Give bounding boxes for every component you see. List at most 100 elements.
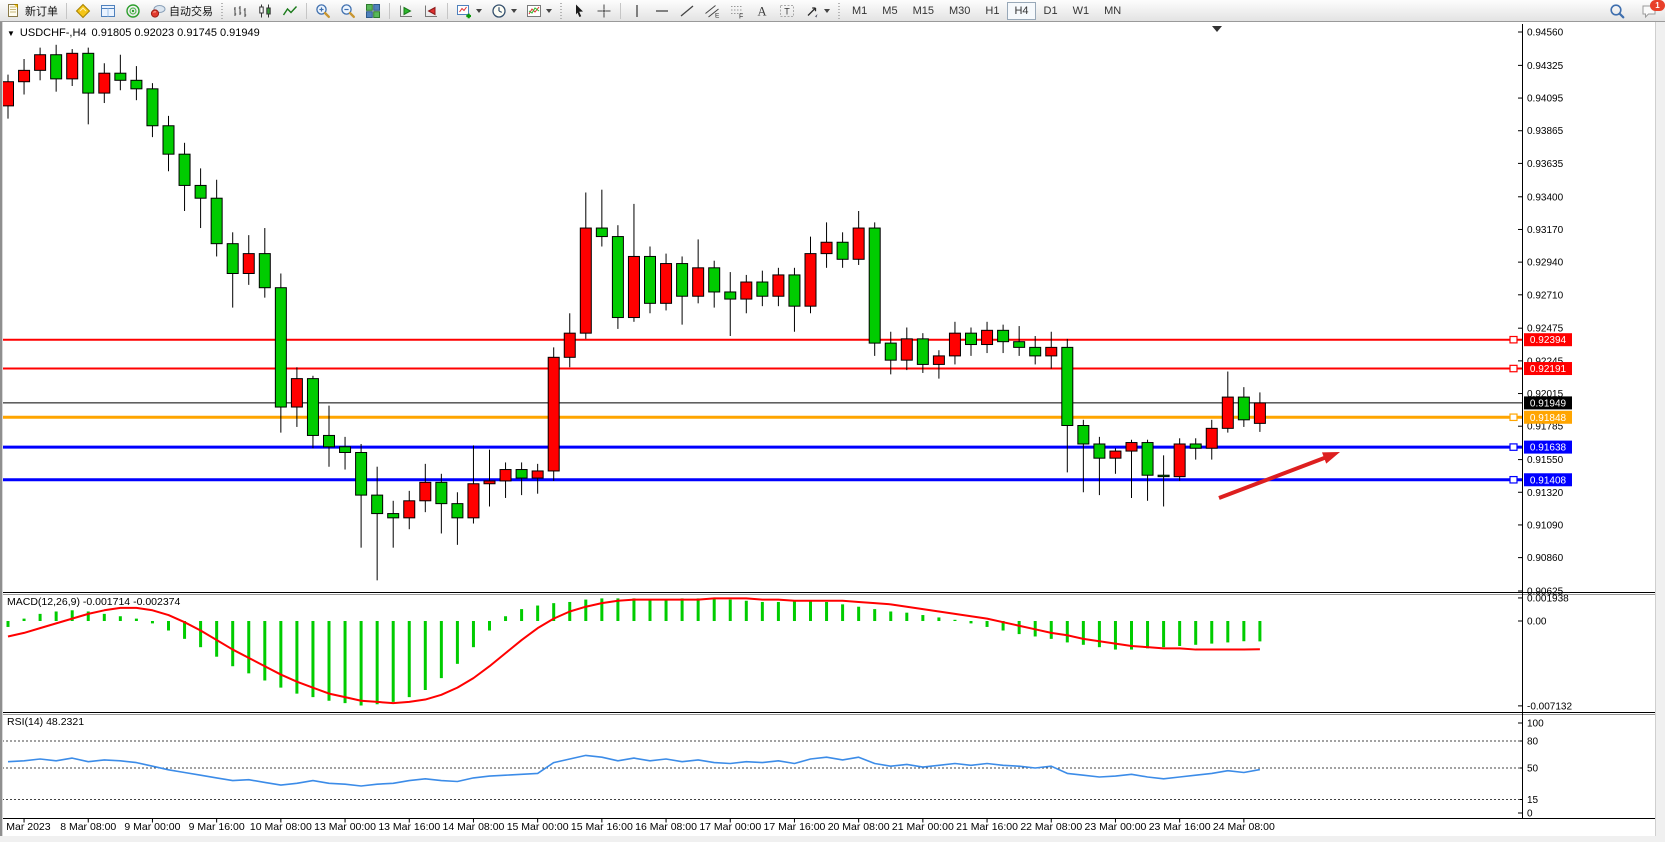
crosshair-button[interactable] [592,0,616,22]
timeframe-h4-button[interactable]: H4 [1007,1,1036,20]
radar-icon [126,3,140,18]
svg-text:0.93865: 0.93865 [1527,126,1564,137]
window-icon [101,4,115,17]
svg-text:21 Mar 16:00: 21 Mar 16:00 [956,821,1018,833]
svg-text:17 Mar 00:00: 17 Mar 00:00 [699,821,761,833]
horizontal-line-objects[interactable] [2,335,1522,484]
templates-button[interactable] [522,0,556,22]
hline-handle[interactable] [1509,443,1518,451]
line-chart-mode-button[interactable] [278,0,302,22]
svg-text:0.93400: 0.93400 [1527,192,1564,203]
hline-handle[interactable] [1509,475,1518,484]
doc-icon [8,3,18,17]
timeframe-w1-button[interactable]: W1 [1072,4,1090,17]
svg-text:0.001938: 0.001938 [1527,593,1569,604]
svg-text:0.92475: 0.92475 [1527,324,1564,335]
channel-icon: E [705,4,720,19]
zoom-out-button[interactable] [336,0,360,22]
data-window-button[interactable] [96,0,120,22]
hline-handle[interactable] [1509,413,1518,422]
auto-trading-label: 自动交易 [169,5,213,18]
svg-text:15 Mar 16:00: 15 Mar 16:00 [571,821,633,833]
channel-tool-button[interactable]: E [700,0,724,22]
hline-icon [656,9,668,12]
notifications-button[interactable]: 1 [1637,0,1665,22]
svg-text:0.90625: 0.90625 [1527,587,1564,598]
rsi-label: RSI(14) 48.2321 [7,716,85,728]
svg-text:15 Mar 00:00: 15 Mar 00:00 [507,821,569,833]
vertical-line-tool-button[interactable] [625,0,649,22]
timeframe-m1-button[interactable]: M1 [852,4,868,17]
timeframe-h1-button[interactable]: H1 [985,4,1000,17]
timeframe-mn-button[interactable]: MN [1104,4,1122,17]
timeframe-m5-button[interactable]: M5 [882,4,898,17]
timeframe-d1-button[interactable]: D1 [1043,4,1058,17]
clock-icon [492,3,506,18]
price-badges: 0.92394 0.92191 0.91848 0.91638 0.91408 0.919… [1524,333,1572,487]
search-button[interactable] [1605,0,1629,22]
svg-text:9 Mar 16:00: 9 Mar 16:00 [189,821,245,833]
trend-arrow-object[interactable] [1218,452,1340,500]
chart-shift-button[interactable] [419,0,443,22]
text-label-tool-button[interactable]: T [775,0,799,22]
macd-pane [6,597,1262,706]
symbol-caret-icon[interactable]: ▼ [7,28,15,38]
toolbar-separator [389,2,390,19]
macd-axis: 0.001938 0.00 -0.007132 [1518,593,1572,712]
svg-text:E: E [715,12,720,19]
svg-text:16 Mar 08:00: 16 Mar 08:00 [635,821,697,833]
tile-windows-button[interactable] [361,0,385,22]
candles-layer [2,44,1266,581]
chevron-down-icon[interactable] [824,8,830,13]
toolbar-separator [66,2,67,19]
tline-icon [680,5,694,16]
chevron-down-icon[interactable] [511,8,517,13]
svg-text:23 Mar 00:00: 23 Mar 00:00 [1085,821,1147,833]
arrows-icon [807,6,818,17]
hline-handle[interactable] [1509,335,1518,344]
chevron-down-icon[interactable] [476,8,482,13]
fibonacci-tool-button[interactable]: F [725,0,749,22]
candle-chart-mode-button[interactable] [253,0,277,22]
auto-scroll-button[interactable] [394,0,418,22]
timeframe-m30-button[interactable]: M30 [948,4,971,17]
auto-trading-button[interactable]: 自动交易 [146,0,217,22]
bar-chart-mode-button[interactable] [228,0,252,22]
trendline-tool-button[interactable] [675,0,699,22]
macd-signal-line [7,597,1260,705]
svg-text:13 Mar 00:00: 13 Mar 00:00 [314,821,376,833]
chart-shift-marker[interactable] [1212,26,1222,32]
notification-count-badge: 1 [1650,0,1665,11]
zoom-in-button[interactable] [311,0,335,22]
svg-text:T: T [784,6,790,16]
chartplay-icon [400,5,412,17]
price-axis[interactable]: 0.94560 0.94325 0.94095 0.93865 0.93635 0.934… [1518,28,1564,598]
navigator-button[interactable] [121,0,145,22]
svg-text:0.91550: 0.91550 [1527,455,1564,466]
textA-icon: A [757,4,766,18]
profiles-button[interactable] [487,0,521,22]
text-tool-button[interactable]: A [750,0,774,22]
svg-text:0.93635: 0.93635 [1527,159,1564,170]
window-bottom-edge [0,836,1665,842]
cursor-icon [576,4,583,17]
hline-handle[interactable] [1509,364,1518,373]
new-chart-button[interactable] [452,0,486,22]
svg-text:A: A [757,4,766,18]
timeframe-m15-button[interactable]: M15 [912,4,934,17]
horizontal-line-tool-button[interactable] [650,0,674,22]
date-axis[interactable]: 7 Mar 2023 8 Mar 08:00 9 Mar 00:00 9 Mar 16… [0,818,1275,834]
svg-text:14 Mar 08:00: 14 Mar 08:00 [443,821,505,833]
new-order-button[interactable]: 新订单 [2,0,62,22]
rsi-axis: 100 80 50 15 0 [1518,719,1544,820]
svg-text:0.91090: 0.91090 [1527,520,1564,531]
chevron-down-icon[interactable] [546,8,552,13]
linechart-icon [282,5,298,15]
market-watch-button[interactable] [71,0,95,22]
chart-window[interactable]: 0.94560 0.94325 0.94095 0.93865 0.93635 0.934… [0,22,1665,842]
price-chart-canvas[interactable]: 0.94560 0.94325 0.94095 0.93865 0.93635 0.934… [0,22,1665,842]
cursor-button[interactable] [567,0,591,22]
svg-text:100: 100 [1527,719,1544,730]
chartplus-icon [457,4,471,18]
arrows-tool-button[interactable] [800,0,834,22]
